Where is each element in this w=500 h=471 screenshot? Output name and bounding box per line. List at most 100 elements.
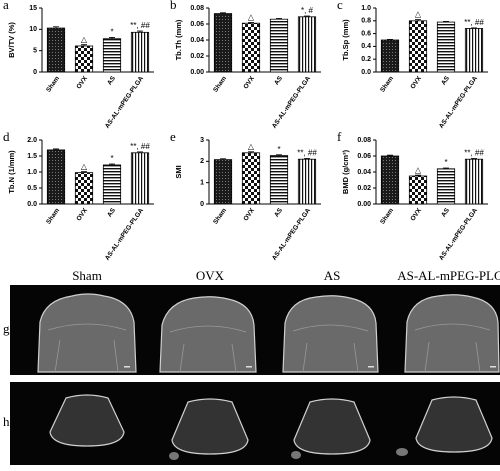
- y-axis-label: Tb.N (1/mm): [7, 150, 16, 194]
- bar: [130, 31, 150, 73]
- bar: [464, 158, 484, 205]
- bar-chart: c Tb.Sp (mm) 0.0 0.2 0.4 0.6 0.8 1.0 Sham △ OVX AS *…: [337, 0, 488, 130]
- error-bar: [220, 158, 226, 160]
- y-tick-label: 0.2: [361, 56, 371, 63]
- y-axis-label: Tb.Sp (mm): [341, 19, 350, 61]
- panel-letter: f: [337, 129, 342, 144]
- error-bar: [53, 148, 59, 150]
- y-axis-label: BV/TV (%): [7, 22, 16, 58]
- significance-label: △: [415, 165, 422, 174]
- y-tick-label: 1.5: [27, 153, 37, 160]
- bar: [269, 18, 289, 73]
- error-bar: [415, 174, 421, 176]
- significance-label: **, ##: [130, 142, 150, 151]
- significance-label: **, ##: [464, 18, 484, 27]
- bar: [241, 152, 261, 205]
- error-bar: [276, 154, 282, 156]
- error-bar: [443, 21, 449, 23]
- column-header: AS: [324, 268, 341, 283]
- significance-label: △: [248, 13, 255, 22]
- error-bar: [137, 30, 143, 33]
- bar: [436, 168, 456, 205]
- y-tick-label: 0.5: [27, 185, 37, 192]
- x-tick-label: Sham: [212, 207, 228, 226]
- bar: [297, 158, 317, 205]
- significance-label: △: [415, 10, 422, 19]
- bar: [380, 39, 400, 73]
- panel-letter: c: [337, 0, 343, 12]
- x-tick-label: Sham: [379, 207, 395, 226]
- y-tick-label: 15: [29, 5, 37, 12]
- bar: [46, 27, 66, 73]
- x-tick-label: AS: [440, 207, 451, 219]
- x-tick-label: AS: [440, 75, 451, 87]
- panel-letter: d: [3, 129, 10, 144]
- significance-label: *, #: [301, 6, 314, 15]
- column-header: Sham: [72, 268, 102, 283]
- significance-label: **, ##: [130, 21, 150, 30]
- x-tick-label: Sham: [212, 75, 228, 94]
- bar: [241, 22, 261, 73]
- y-tick-label: 0.00: [190, 69, 204, 76]
- significance-label: **, ##: [464, 149, 484, 158]
- x-tick-label: AS: [273, 207, 284, 219]
- row-h: [10, 382, 500, 465]
- error-bar: [304, 15, 310, 17]
- error-bar: [248, 22, 254, 24]
- y-tick-label: 0.08: [357, 137, 371, 144]
- y-tick-label: 1: [200, 180, 204, 187]
- bar: [130, 152, 150, 205]
- y-tick-label: 0.02: [357, 185, 371, 192]
- bar: [74, 45, 94, 73]
- y-tick-label: 0: [200, 201, 204, 208]
- bar-chart: f BMD (g/cm³) 0.00 0.02 0.04 0.06 0.08 Sham △ OVX…: [337, 129, 488, 262]
- y-tick-label: 0.6: [361, 30, 371, 37]
- y-tick-label: 3: [200, 137, 204, 144]
- x-tick-label: OVX: [75, 75, 89, 91]
- panel-letter: b: [170, 0, 177, 12]
- significance-label: *: [277, 145, 280, 154]
- column-header: AS-AL-mPEG-PLGA: [397, 268, 500, 283]
- error-bar: [415, 19, 421, 21]
- significance-label: *: [110, 28, 113, 37]
- x-tick-label: AS: [106, 207, 117, 219]
- x-tick-label: OVX: [75, 207, 89, 223]
- x-tick-label: Sham: [379, 75, 395, 94]
- error-bar: [387, 154, 393, 156]
- error-bar: [471, 27, 477, 29]
- error-bar: [471, 158, 477, 160]
- y-tick-label: 2.0: [27, 137, 37, 144]
- y-tick-label: 1.0: [27, 169, 37, 176]
- panel-letter: e: [170, 129, 176, 144]
- significance-label: *: [444, 158, 447, 167]
- significance-label: **, ##: [297, 148, 317, 157]
- y-tick-label: 0.0: [361, 69, 371, 76]
- y-tick-label: 0.02: [190, 53, 204, 60]
- x-tick-label: Sham: [45, 75, 61, 94]
- y-axis-label: BMD (g/cm³): [341, 149, 350, 194]
- row-label: g: [3, 321, 10, 336]
- x-tick-label: Sham: [45, 207, 61, 226]
- bar: [46, 149, 66, 205]
- x-tick-label: OVX: [409, 207, 423, 223]
- bar: [74, 172, 94, 205]
- error-bar: [53, 26, 59, 29]
- x-tick-label: OVX: [242, 207, 256, 223]
- significance-label: △: [81, 162, 88, 171]
- x-tick-label: OVX: [409, 75, 423, 91]
- bar-chart: d Tb.N (1/mm) 0.0 0.5 1.0 1.5 2.0 Sham △ OVX * AS **…: [3, 129, 154, 262]
- y-tick-label: 0: [33, 69, 37, 76]
- bar: [380, 155, 400, 205]
- y-tick-label: 5: [33, 48, 37, 55]
- micro-ct-panel: [10, 285, 500, 465]
- x-tick-label: AS: [106, 75, 117, 87]
- error-bar: [220, 12, 226, 14]
- bar: [436, 21, 456, 73]
- error-bar: [387, 38, 393, 40]
- bar: [408, 20, 428, 73]
- y-tick-label: 0.04: [357, 169, 371, 176]
- y-axis-label: Tb.Th (mm): [174, 19, 183, 60]
- bar-chart: b Tb.Th (mm) 0.00 0.02 0.04 0.06 0.08 Sham △ OVX A…: [170, 0, 321, 130]
- bar: [297, 16, 317, 73]
